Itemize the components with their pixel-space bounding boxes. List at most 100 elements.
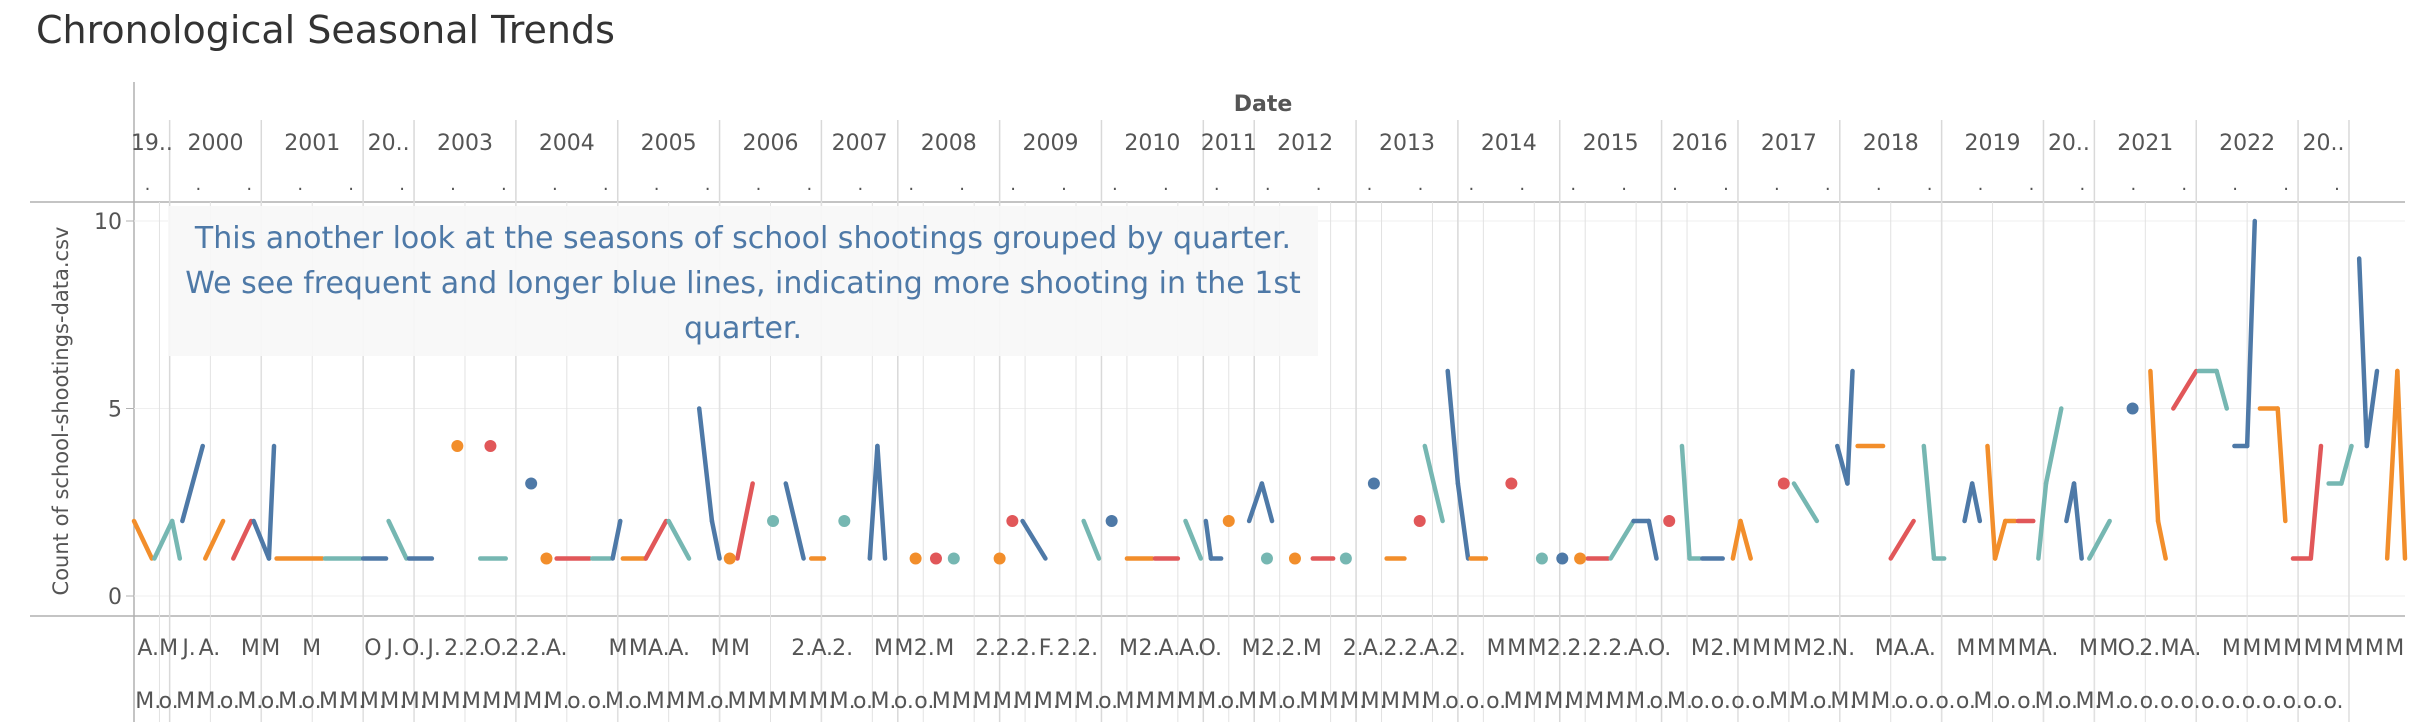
bottom-label-row2: o. [1445,689,1465,714]
series-line-segment [2339,443,2354,486]
bottom-label-row2: o. [1915,689,1935,714]
bottom-label-row2: M. [605,689,631,714]
series-line-segment [169,518,183,561]
bottom-label-row2: M. [1197,689,1223,714]
year-label: 2022 [2219,131,2275,156]
bottom-label-row1: 2. [1812,636,1833,661]
y-tick-label: 0 [108,585,122,610]
bottom-label-row2: o. [1098,689,1118,714]
bottom-label-row2: M. [1013,689,1039,714]
bottom-label-row2: o. [2323,689,2343,714]
bottom-label-row2: o. [1650,689,1670,714]
year-label: 2021 [2117,131,2173,156]
year-label: 2007 [832,131,888,156]
bottom-label-row2: M. [1361,689,1387,714]
bottom-label-row1: M [241,636,260,661]
x-axis-title: Date [1234,92,1293,117]
year-label: 19.. [131,131,173,156]
bottom-label-row2: M. [544,689,570,714]
bottom-label-row2: M. [1606,689,1632,714]
bottom-label-row1: M [2385,636,2404,661]
bottom-label-row1: J. [385,636,400,661]
bottom-label-row1: M [261,636,280,661]
series-line-segment [1646,518,1659,561]
bottom-label-row2: M. [1054,689,1080,714]
bottom-label-row1: A. [1363,636,1385,661]
period-tick-label: . [1774,174,1780,195]
bottom-label-row1: A. [137,636,159,661]
bottom-label-row2: M. [1156,689,1182,714]
year-label: 2003 [437,131,493,156]
data-point [723,552,736,565]
series-line-segment [1985,443,1998,561]
data-point [767,515,780,527]
bottom-label-row1: M [1956,636,1975,661]
data-point [1105,515,1118,527]
bottom-label-row1: 2. [1710,636,1731,661]
bottom-label-row1: M [1303,636,1322,661]
bottom-label-row2: M. [135,689,161,714]
bottom-label-row1: A. [2037,636,2059,661]
period-tick-label: . [2283,174,2289,195]
period-tick-label: . [2334,174,2340,195]
bottom-label-row1: M [1997,636,2016,661]
bottom-label-row2: M. [932,689,958,714]
series-line-segment [1445,368,1461,486]
data-point [2126,402,2139,415]
period-tick-label: . [2181,174,2187,195]
bottom-label-row2: M. [523,689,549,714]
year-label: 2005 [641,131,697,156]
period-tick-label: . [705,174,711,195]
bottom-label-row1: M [2263,636,2282,661]
bottom-label-row2: M. [380,689,406,714]
bottom-label-row2: M. [727,689,753,714]
data-point [1339,552,1352,565]
series-line-segment [2155,518,2168,561]
year-label: 2000 [187,131,243,156]
series-line-segment [1845,368,1855,486]
series-line-segment [2395,368,2408,561]
annotation-box: This another look at the seasons of scho… [168,206,1318,356]
data-marks [131,218,2408,565]
series-line-segment [709,518,722,561]
bottom-label-row2: o. [2160,689,2180,714]
bottom-label-row1: 2. [1343,636,1364,661]
period-tick-label: . [2029,174,2035,195]
bottom-label-row1: M [2018,636,2037,661]
bottom-label-row1: M [894,636,913,661]
year-label: 20.. [2303,131,2345,156]
period-tick-label: . [756,174,762,195]
bottom-label-row1: M [1773,636,1792,661]
year-label: 2016 [1672,131,1728,156]
year-label: 20.. [2048,131,2090,156]
year-label: 2018 [1863,131,1919,156]
bottom-label-row1: A. [1179,636,1201,661]
bottom-label-row2: M. [1034,689,1060,714]
bottom-label-row2: M. [278,689,304,714]
bottom-label-row1: A. [811,636,833,661]
bottom-label-row2: M. [687,689,713,714]
bottom-label-row1: 2. [1547,636,1568,661]
period-tick-label: . [1978,174,1984,195]
year-label: 2017 [1761,131,1817,156]
data-point [451,440,464,452]
data-point [1288,552,1301,565]
bottom-label-row2: M. [196,689,222,714]
year-label: 2011 [1201,131,1257,156]
bottom-label-row1: J. [180,636,195,661]
series-line-segment [251,518,272,561]
data-point [1367,477,1380,490]
bottom-label-row1: M [1875,636,1894,661]
data-point [1777,477,1790,490]
bottom-label-row2: M. [1769,689,1795,714]
bottom-label-row1: M [935,636,954,661]
bottom-label-row1: M [1528,636,1547,661]
bottom-label-row2: M. [360,689,386,714]
bottom-label-row2: o. [567,689,587,714]
period-tick-label: . [450,174,456,195]
data-point [1260,552,1273,565]
bottom-label-row2: M. [1401,689,1427,714]
bottom-label-row1: O. [2118,636,2141,661]
series-line-segment [1183,518,1204,561]
bottom-label-row1: M [2365,636,2384,661]
